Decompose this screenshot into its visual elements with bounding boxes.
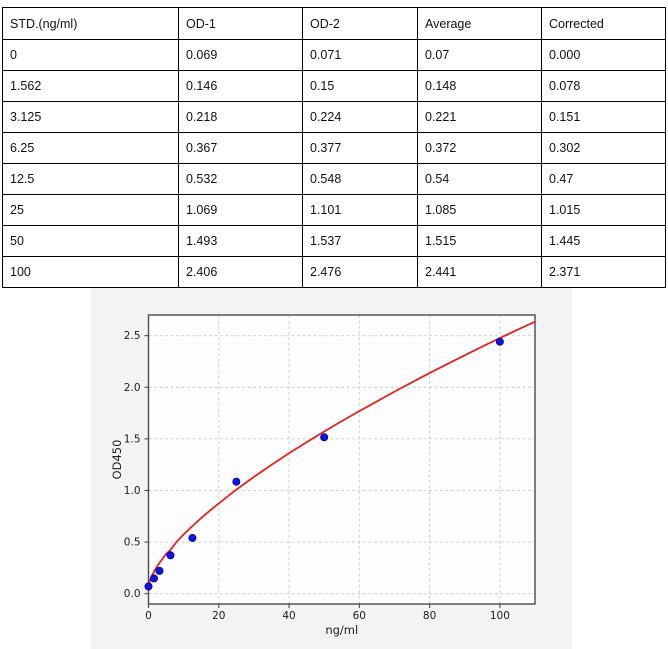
table-cell: 1.562 — [2, 70, 179, 102]
standards-table: STD.(ng/ml) OD-1 OD-2 Average Corrected 0 0.06… — [2, 7, 666, 288]
column-header: Average — [417, 7, 542, 40]
table-cell: 1.085 — [417, 194, 542, 226]
table-cell: 0.372 — [417, 132, 542, 164]
table-cell: 0.071 — [302, 39, 418, 71]
table-cell: 1.515 — [417, 225, 542, 257]
x-tick-label: 20 — [212, 610, 225, 622]
table-cell: 12.5 — [2, 163, 179, 195]
table-cell: 0.548 — [302, 163, 418, 195]
table-row: 100 2.406 2.476 2.441 2.371 — [2, 256, 666, 288]
table-cell: 0.078 — [541, 70, 666, 102]
table-cell: 0.218 — [178, 101, 303, 133]
data-point — [149, 574, 158, 583]
table-cell: 2.371 — [541, 256, 666, 288]
standard-curve-chart: 0 20 40 60 80 100 0.0 0.5 1.0 1.5 2.0 2.5 ng/ml OD450 — [91, 288, 572, 649]
table-row: 6.25 0.367 0.377 0.372 0.302 — [2, 132, 666, 164]
table-cell: 0.224 — [302, 101, 418, 133]
table-cell: 0.54 — [417, 163, 542, 195]
table-cell: 0.367 — [178, 132, 303, 164]
table-row: 12.5 0.532 0.548 0.54 0.47 — [2, 163, 666, 195]
table-cell: 0.221 — [417, 101, 542, 133]
table-row: 1.562 0.146 0.15 0.148 0.078 — [2, 70, 666, 102]
y-tick-label: 0.0 — [124, 588, 141, 600]
table-cell: 50 — [2, 225, 179, 257]
table-cell: 0.151 — [541, 101, 666, 133]
table-cell: 0.069 — [178, 39, 303, 71]
table-cell: 25 — [2, 194, 179, 226]
data-point — [144, 582, 153, 591]
table-cell: 100 — [2, 256, 179, 288]
x-tick-label: 40 — [282, 610, 295, 622]
column-header: OD-2 — [302, 7, 418, 40]
data-point — [155, 566, 164, 575]
y-tick-label: 2.0 — [124, 382, 141, 394]
x-tick-label: 60 — [353, 610, 366, 622]
table-cell: 0.000 — [541, 39, 666, 71]
x-tick-label: 100 — [490, 610, 510, 622]
y-tick-label: 1.0 — [124, 485, 141, 497]
table-cell: 0.146 — [178, 70, 303, 102]
data-point — [320, 433, 329, 442]
table-cell: 2.406 — [178, 256, 303, 288]
table-cell: 1.101 — [302, 194, 418, 226]
table-row: 3.125 0.218 0.224 0.221 0.151 — [2, 101, 666, 133]
table-cell: 2.476 — [302, 256, 418, 288]
x-tick-label: 0 — [145, 610, 152, 622]
table-header-row: STD.(ng/ml) OD-1 OD-2 Average Corrected — [2, 7, 666, 40]
table-cell: 0.302 — [541, 132, 666, 164]
table-row: 50 1.493 1.537 1.515 1.445 — [2, 225, 666, 257]
table-cell: 1.445 — [541, 225, 666, 257]
plot-border — [147, 314, 536, 605]
table-cell: 0.532 — [178, 163, 303, 195]
x-axis-label: ng/ml — [325, 623, 358, 637]
table-cell: 0.15 — [302, 70, 418, 102]
y-tick-label: 2.5 — [124, 330, 141, 342]
table-cell: 1.015 — [541, 194, 666, 226]
table-cell: 0.47 — [541, 163, 666, 195]
data-point — [495, 337, 504, 346]
standard-curve-figure: 0 20 40 60 80 100 0.0 0.5 1.0 1.5 2.0 2.5 ng/ml OD450 — [91, 288, 572, 649]
table-cell: 3.125 — [2, 101, 179, 133]
table-cell: 1.537 — [302, 225, 418, 257]
data-point — [232, 477, 241, 486]
column-header: OD-1 — [178, 7, 303, 40]
table-cell: 1.493 — [178, 225, 303, 257]
column-header: Corrected — [541, 7, 666, 40]
table-row: 25 1.069 1.101 1.085 1.015 — [2, 194, 666, 226]
table-cell: 0.07 — [417, 39, 542, 71]
y-tick-label: 1.5 — [124, 433, 141, 445]
table-cell: 2.441 — [417, 256, 542, 288]
x-tick-label: 80 — [423, 610, 436, 622]
fitted-curve — [147, 320, 536, 588]
table-cell: 1.069 — [178, 194, 303, 226]
column-header: STD.(ng/ml) — [2, 7, 179, 40]
y-axis-label: OD450 — [110, 440, 124, 480]
table-cell: 0 — [2, 39, 179, 71]
table-cell: 0.148 — [417, 70, 542, 102]
table-row: 0 0.069 0.071 0.07 0.000 — [2, 39, 666, 71]
table-cell: 0.377 — [302, 132, 418, 164]
y-tick-label: 0.5 — [124, 537, 141, 549]
data-point — [188, 533, 197, 542]
table-cell: 6.25 — [2, 132, 179, 164]
plot-area — [148, 315, 535, 604]
data-point — [166, 551, 175, 560]
